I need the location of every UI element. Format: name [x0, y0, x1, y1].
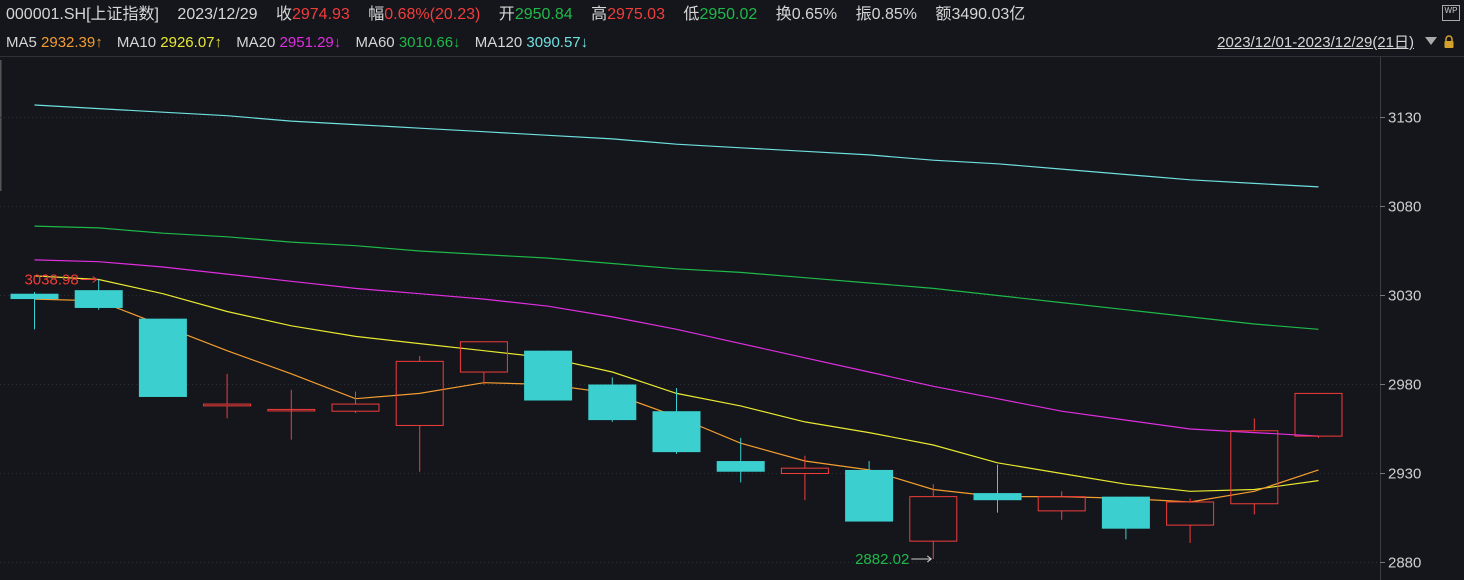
- y-tick-label: 3130: [1388, 110, 1421, 127]
- ma20-value: 2951.29↓: [279, 34, 342, 51]
- index-code[interactable]: 000001.SH[上证指数]: [6, 6, 159, 23]
- candle-body: [267, 408, 316, 412]
- candle-body: [524, 350, 573, 401]
- quote-date: 2023/12/29: [177, 6, 258, 23]
- high-value: 2975.03: [607, 6, 665, 23]
- candle-body: [1166, 501, 1215, 526]
- low-value: 2950.02: [699, 6, 758, 23]
- turnover-label: 换: [775, 6, 792, 23]
- triangle-down-icon[interactable]: [1424, 34, 1438, 48]
- amplitude-value: 0.85%: [871, 6, 917, 23]
- change-value: 0.68%(20.23): [384, 6, 481, 23]
- candle-body: [909, 496, 958, 542]
- wp-icon[interactable]: WP: [1442, 5, 1460, 21]
- ma120-value: 3090.57↓: [526, 34, 589, 51]
- candle-body: [203, 403, 252, 407]
- ma-legend-bar: MA5 2932.39↑ MA10 2926.07↑ MA20 2951.29↓…: [0, 30, 1464, 56]
- close-value: 2974.93: [291, 6, 350, 23]
- candle-body: [845, 469, 894, 522]
- candle-body: [1294, 392, 1343, 437]
- candle-body: [1101, 496, 1150, 529]
- y-tick-label: 3030: [1388, 288, 1421, 305]
- max-arrow-icon: [80, 276, 98, 283]
- lock-icon[interactable]: [1442, 34, 1456, 50]
- amount-value: 3490.03亿: [951, 6, 1026, 23]
- candle-body: [395, 360, 444, 426]
- ma20-label: MA20: [236, 34, 276, 51]
- ma60-value: 3010.66↓: [398, 34, 461, 51]
- open-label: 开: [498, 6, 515, 23]
- low-label: 低: [683, 6, 700, 23]
- ma5-label: MA5: [6, 34, 37, 51]
- ma120-label: MA120: [474, 34, 523, 51]
- turnover-value: 0.65%: [791, 6, 838, 23]
- candle-body: [138, 318, 187, 397]
- date-range-link[interactable]: 2023/12/01-2023/12/29(21日): [1217, 34, 1414, 51]
- y-tick-label: 2930: [1388, 466, 1421, 483]
- change-label: 幅: [368, 6, 385, 23]
- ma20-line: [34, 259, 1319, 437]
- candle-body: [1230, 430, 1279, 505]
- candle-body: [652, 411, 701, 453]
- candle-body: [973, 493, 1022, 501]
- kline-chart[interactable]: 3130 3080 3030 2980 2930 2880 3038.98 2882.02: [0, 56, 1464, 580]
- open-value: 2950.84: [514, 6, 573, 23]
- ma120-line: [34, 104, 1319, 188]
- close-label: 收: [275, 6, 292, 23]
- y-tick-label: 2980: [1388, 377, 1421, 394]
- amplitude-label: 振: [855, 6, 872, 23]
- ma60-label: MA60: [355, 34, 395, 51]
- candle-body: [780, 467, 829, 475]
- candle-body: [459, 341, 508, 373]
- ma5-value: 2932.39↑: [41, 34, 103, 51]
- y-tick-label: 2880: [1388, 555, 1421, 572]
- candle-body: [588, 384, 637, 421]
- amount-label: 额: [935, 6, 952, 23]
- min-price-label: 2882.02: [855, 551, 909, 568]
- ma60-line: [34, 225, 1319, 330]
- candle-body: [10, 293, 59, 300]
- ma10-value: 2926.07↑: [160, 34, 223, 51]
- ma10-label: MA10: [116, 34, 157, 51]
- candle-body: [716, 461, 765, 472]
- y-tick-label: 3080: [1388, 199, 1421, 216]
- high-label: 高: [591, 6, 608, 23]
- min-arrow-icon: [911, 555, 933, 563]
- quote-header: 000001.SH[上证指数] 2023/12/29 收2974.93 幅0.6…: [0, 0, 1464, 29]
- candle-body: [1037, 496, 1086, 512]
- candle-body: [74, 290, 123, 308]
- candle-body: [331, 403, 380, 412]
- max-price-label: 3038.98: [24, 271, 78, 288]
